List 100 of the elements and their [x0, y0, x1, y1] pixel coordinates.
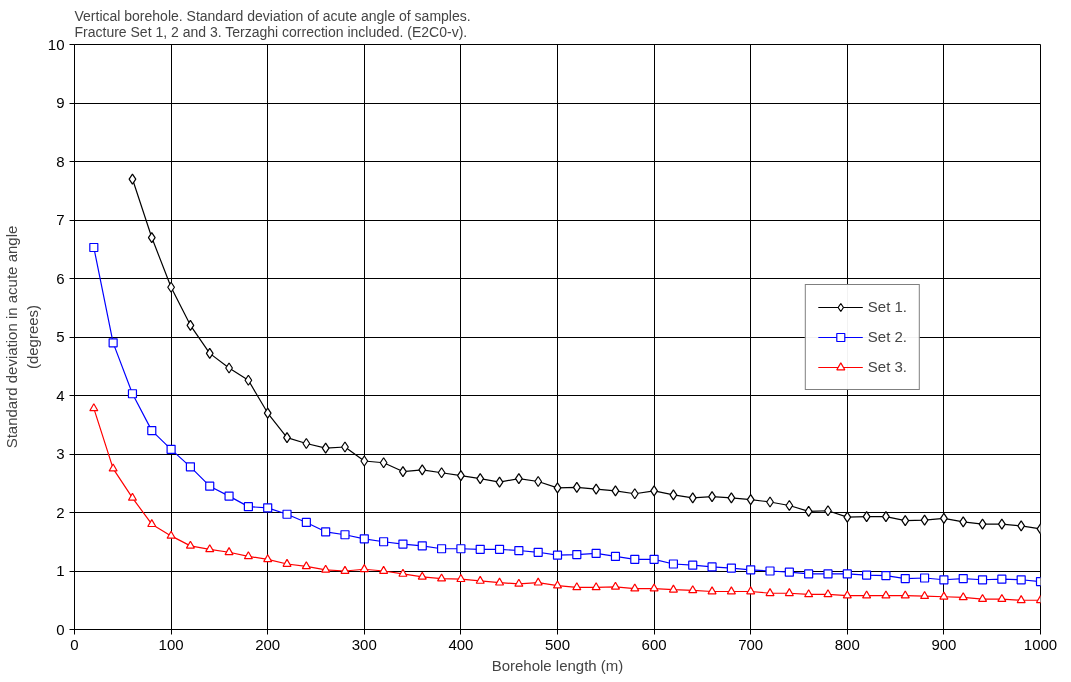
point: [726, 563, 736, 573]
x-tick-label: 200: [255, 635, 281, 653]
y-axis-title: Standard deviation in acute angle (degrees): [3, 225, 41, 449]
point: [997, 518, 1006, 530]
point: [746, 565, 756, 575]
point: [128, 173, 137, 185]
point: [688, 492, 697, 504]
point: [282, 509, 292, 519]
point: [166, 444, 176, 454]
point: [244, 374, 253, 386]
point: [977, 575, 988, 585]
point: [572, 582, 582, 591]
point: [552, 550, 563, 560]
point: [958, 574, 968, 584]
point: [436, 544, 447, 554]
point: [417, 541, 427, 551]
point: [127, 389, 138, 399]
point: [127, 492, 138, 501]
y-tick-label: 1: [56, 562, 65, 579]
point: [919, 573, 930, 583]
point: [89, 242, 99, 253]
point: [108, 463, 118, 472]
point: [205, 481, 215, 491]
point: [167, 281, 176, 293]
point: [263, 407, 272, 419]
point: [649, 583, 659, 592]
y-tick-label: 5: [56, 328, 65, 345]
point: [456, 544, 466, 554]
point: [611, 485, 620, 497]
x-tick-label: 800: [834, 635, 860, 653]
point: [649, 554, 659, 564]
point: [456, 573, 466, 583]
x-tick-label: 500: [544, 635, 571, 653]
point: [977, 593, 988, 602]
x-axis-title: Borehole length (m): [491, 656, 624, 674]
point: [650, 485, 659, 497]
x-tick-label: 700: [738, 635, 764, 653]
point: [784, 588, 794, 597]
point: [108, 338, 118, 348]
point: [89, 403, 99, 412]
point: [630, 583, 640, 592]
point: [842, 590, 852, 599]
point: [147, 518, 157, 528]
point: [707, 586, 717, 595]
point: [881, 571, 891, 581]
y-tick-label: 2: [56, 503, 65, 521]
point: [224, 491, 234, 501]
y-tick-label: 8: [56, 152, 65, 170]
point: [224, 547, 234, 556]
point: [862, 590, 872, 599]
point: [688, 585, 698, 594]
y-tick-label: 4: [56, 386, 65, 404]
point: [186, 319, 195, 331]
point: [862, 570, 872, 580]
x-tick-label: 900: [931, 635, 957, 653]
point: [572, 550, 582, 560]
point: [707, 562, 717, 572]
point: [321, 527, 331, 537]
point: [842, 569, 852, 579]
point: [398, 568, 408, 577]
point: [804, 569, 814, 579]
point: [901, 515, 910, 527]
point: [1016, 595, 1026, 604]
point: [494, 577, 505, 586]
x-tick-label: 100: [158, 635, 184, 653]
point: [398, 539, 408, 549]
point: [920, 514, 929, 526]
point: [630, 554, 640, 564]
point: [727, 492, 736, 504]
point: [436, 573, 447, 582]
point: [437, 467, 446, 479]
point: [475, 575, 485, 584]
point: [746, 494, 755, 506]
point: [919, 590, 930, 600]
point: [418, 464, 427, 476]
chart-title: Vertical borehole. Standard deviation of acute angle of samples. Fracture Set 1, 2 and 3. Terzaghi correction included. (E2C0-v).: [74, 7, 471, 40]
y-tick-label: 3: [56, 445, 65, 462]
point: [379, 457, 388, 469]
point: [494, 544, 505, 554]
point: [881, 590, 891, 599]
point: [359, 564, 369, 573]
point: [263, 503, 273, 513]
point: [321, 442, 330, 454]
point: [1016, 575, 1026, 585]
point: [610, 551, 621, 561]
point: [688, 560, 698, 570]
point: [263, 554, 273, 563]
point: [205, 347, 214, 359]
point: [572, 481, 581, 493]
point: [456, 470, 465, 482]
point: [379, 537, 389, 547]
point: [166, 530, 176, 539]
point: [1017, 520, 1026, 532]
point: [243, 551, 253, 560]
point: [804, 505, 813, 517]
y-tick-label: 10: [47, 35, 65, 53]
point: [475, 544, 485, 554]
point: [495, 476, 504, 488]
point: [765, 566, 775, 576]
point: [997, 574, 1007, 584]
